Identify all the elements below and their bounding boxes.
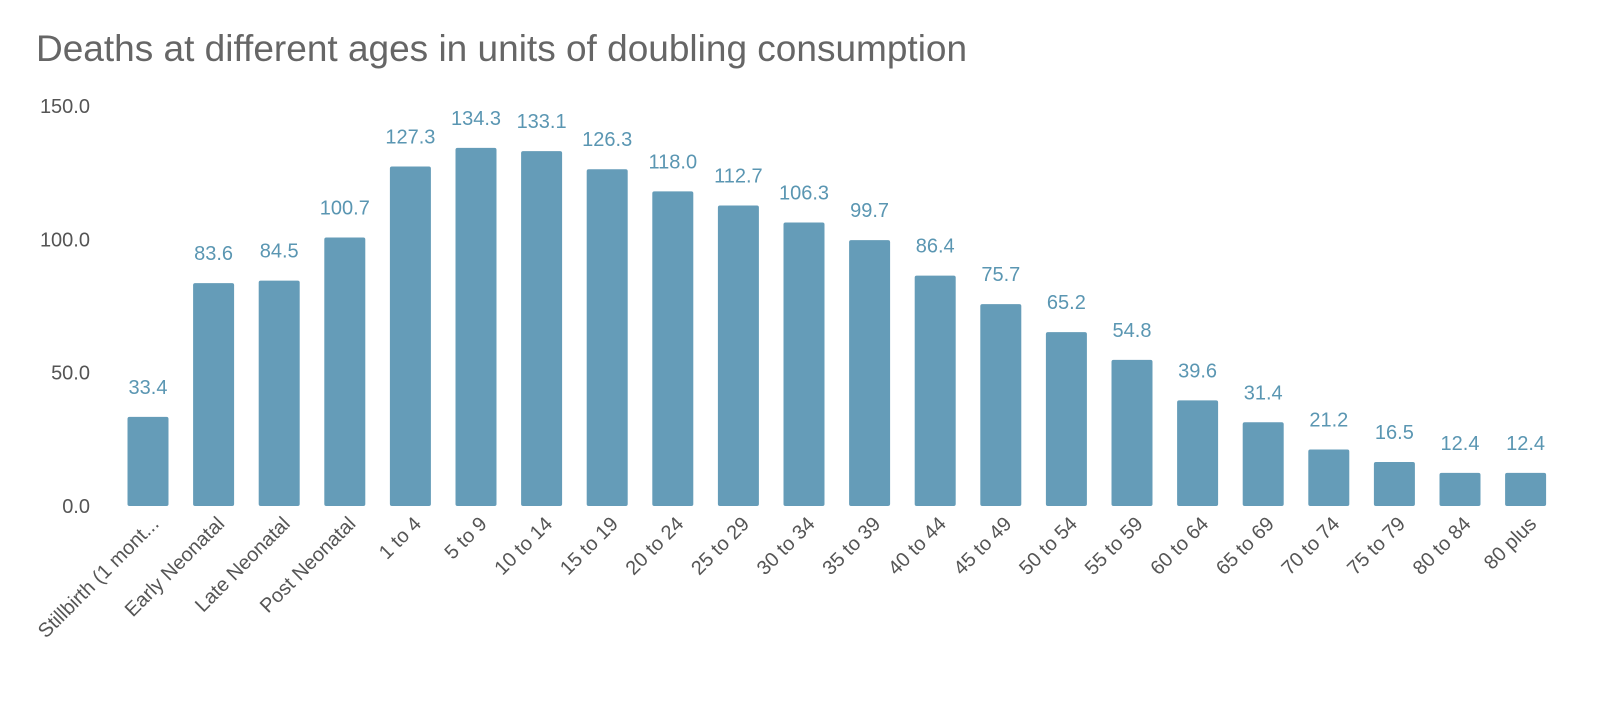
data-label: 134.3 <box>451 108 501 130</box>
data-label: 12.4 <box>1506 433 1545 455</box>
bar <box>717 205 759 506</box>
data-label: 84.5 <box>260 241 299 263</box>
x-tick-label: 5 to 9 <box>441 513 492 564</box>
data-label: 31.4 <box>1244 382 1283 404</box>
bar <box>1045 332 1087 506</box>
data-label: 75.7 <box>981 264 1020 286</box>
data-label: 118.0 <box>649 151 698 173</box>
bar <box>849 240 891 506</box>
bar <box>586 169 628 506</box>
x-tick-label: 25 to 29 <box>687 513 754 580</box>
x-tick-label: 50 to 54 <box>1015 513 1082 580</box>
x-tick-label: 30 to 34 <box>753 513 820 580</box>
bar <box>1308 449 1350 506</box>
data-labels: 33.4 83.6 84.5 100.7 127.3 134.3 133.1 126.3 118… <box>129 108 1546 455</box>
data-label: 39.6 <box>1178 360 1217 382</box>
x-tick-label: 70 to 74 <box>1278 513 1345 580</box>
data-label: 83.6 <box>194 243 233 265</box>
data-label: 127.3 <box>385 127 435 149</box>
bar <box>324 237 366 506</box>
bar <box>193 283 235 506</box>
y-tick-label: 150.0 <box>40 96 90 118</box>
y-tick-label: 100.0 <box>40 229 90 251</box>
x-tick-label: Stillbirth (1 mont... <box>34 513 164 643</box>
bar <box>1242 422 1284 506</box>
bar <box>258 280 300 506</box>
x-tick-label: 20 to 24 <box>622 513 689 580</box>
data-label: 21.2 <box>1309 409 1348 431</box>
bar <box>1177 400 1219 506</box>
x-tick-label: 55 to 59 <box>1081 513 1148 580</box>
data-label: 133.1 <box>517 111 567 133</box>
x-tick-label: 45 to 49 <box>950 513 1017 580</box>
bar <box>1505 472 1547 506</box>
x-tick-label: 80 plus <box>1480 513 1541 574</box>
chart-title: Deaths at different ages in units of dou… <box>36 28 968 69</box>
bars <box>127 147 1547 507</box>
x-tick-label: 60 to 64 <box>1146 513 1213 580</box>
bar <box>127 416 169 506</box>
x-tick-label: 65 to 69 <box>1212 513 1279 580</box>
data-label: 100.7 <box>320 197 370 219</box>
data-label: 16.5 <box>1375 422 1414 444</box>
data-label: 65.2 <box>1047 292 1086 314</box>
data-label: 54.8 <box>1113 320 1152 342</box>
data-label: 12.4 <box>1441 433 1480 455</box>
x-axis: Stillbirth (1 mont...Early NeonatalLate … <box>34 513 1541 643</box>
x-tick-label: 15 to 19 <box>556 513 623 580</box>
bar <box>783 222 825 507</box>
y-tick-label: 50.0 <box>51 363 90 385</box>
bar <box>521 151 563 507</box>
x-tick-label: 10 to 14 <box>490 513 557 580</box>
x-tick-label: 75 to 79 <box>1343 513 1410 580</box>
data-label: 112.7 <box>714 165 763 187</box>
data-label: 126.3 <box>582 129 632 151</box>
x-tick-label: 40 to 44 <box>884 513 951 580</box>
bar <box>455 147 497 506</box>
data-label: 33.4 <box>129 377 168 399</box>
y-axis: 0.0 50.0 100.0 150.0 <box>40 96 90 518</box>
y-tick-label: 0.0 <box>62 496 90 518</box>
bar <box>980 304 1022 506</box>
bar <box>1111 359 1153 506</box>
data-label: 86.4 <box>916 236 955 258</box>
x-tick-label: 35 to 39 <box>818 513 885 580</box>
bar <box>652 191 694 507</box>
bar <box>389 166 431 507</box>
bar <box>914 275 956 506</box>
bar <box>1373 462 1415 506</box>
bar <box>1439 472 1481 506</box>
data-label: 106.3 <box>779 183 829 205</box>
x-tick-label: 80 to 84 <box>1409 513 1476 580</box>
x-tick-label: 1 to 4 <box>375 513 426 564</box>
data-label: 99.7 <box>850 200 889 222</box>
